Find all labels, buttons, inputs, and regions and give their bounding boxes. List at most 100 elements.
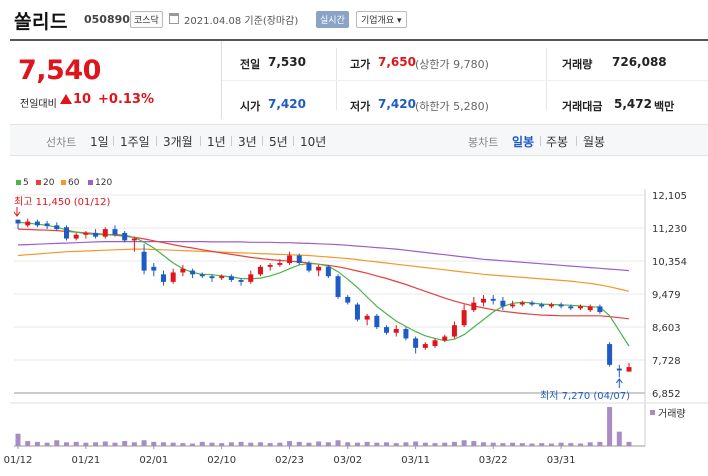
volume-bar xyxy=(73,441,79,446)
amount-label: 거래대금 xyxy=(562,100,603,113)
legend-ma120-label: 120 xyxy=(95,178,113,188)
volume-bar xyxy=(616,431,622,446)
company-info-label: 기업개요 xyxy=(361,16,395,26)
volume-bar xyxy=(267,443,273,446)
y-tick-label: 10,354 xyxy=(652,257,687,268)
tab-5year[interactable]: 5년 xyxy=(269,135,288,149)
candle-body xyxy=(519,302,525,305)
stat-row-divider xyxy=(222,80,708,81)
chevron-down-icon: ▾ xyxy=(397,16,402,26)
x-tick-label: 02/23 xyxy=(275,455,304,466)
upper-limit: (상한가 9,780) xyxy=(415,58,489,71)
tab-weekly[interactable]: 주봉 xyxy=(546,135,569,149)
volume-bar xyxy=(374,442,380,446)
tab-separator xyxy=(576,136,577,146)
tab-monthly[interactable]: 월봉 xyxy=(583,135,606,149)
candle-body xyxy=(228,276,234,280)
candle-body xyxy=(442,336,448,341)
tab-1week[interactable]: 1주일 xyxy=(120,135,150,149)
volume-bar xyxy=(306,442,312,446)
volume-bar xyxy=(422,442,428,446)
tab-1year[interactable]: 1년 xyxy=(207,135,226,149)
volume-bar xyxy=(325,442,331,446)
y-tick-label: 8,603 xyxy=(652,323,681,334)
min-annotation: 최저 7,270 (04/07) xyxy=(540,390,630,402)
company-info-dropdown[interactable]: 기업개요 ▾ xyxy=(356,11,407,28)
candle-chart-label: 봉차트 xyxy=(468,136,499,149)
volume-bar xyxy=(461,440,467,446)
candle-body xyxy=(15,219,21,224)
volume-bar xyxy=(607,407,613,446)
volume-value: 726,088 xyxy=(612,55,667,69)
low-value: 7,420 xyxy=(378,97,416,111)
volume-bar xyxy=(83,442,89,446)
candle-body xyxy=(413,338,419,348)
volume-bar xyxy=(539,443,545,446)
tab-3month[interactable]: 3개월 xyxy=(163,135,193,149)
high-value: 7,650 xyxy=(378,55,416,69)
volume-bar xyxy=(180,443,186,446)
candle-body xyxy=(170,272,176,282)
lower-limit: (하한가 5,280) xyxy=(415,100,489,113)
y-tick-label: 9,479 xyxy=(652,290,681,301)
date-basis: 2021.04.08 기준(장마감) xyxy=(184,16,299,27)
candle-body xyxy=(93,232,99,237)
candle-body xyxy=(238,279,244,282)
header-divider xyxy=(10,39,708,41)
candle-body xyxy=(54,225,60,230)
volume-bar xyxy=(277,442,283,446)
volume-bar xyxy=(170,442,176,446)
y-tick-label: 7,728 xyxy=(652,356,681,367)
candle-body xyxy=(490,298,496,301)
candle-body xyxy=(597,306,603,313)
candle-body xyxy=(180,268,186,273)
volume-bar xyxy=(335,440,341,446)
candle-body xyxy=(306,263,312,271)
legend-ma5-label: 5 xyxy=(23,178,29,188)
volume-bar xyxy=(384,442,390,446)
min-arrow-head xyxy=(615,378,623,384)
candle-body xyxy=(626,367,632,372)
chart-period-tabs: 선차트 1일 1주일 3개월 1년 3년 5년 10년 봉차트 일봉 주봉 월봉 xyxy=(10,124,708,156)
tab-10year[interactable]: 10년 xyxy=(300,135,327,149)
line-chart-label: 선차트 xyxy=(46,136,77,149)
volume-bar xyxy=(63,442,69,446)
volume-bar xyxy=(510,442,516,446)
tab-3year[interactable]: 3년 xyxy=(238,135,257,149)
volume-bar xyxy=(587,442,593,446)
volume-bar xyxy=(364,441,370,446)
tab-daily[interactable]: 일봉 xyxy=(512,135,535,149)
candle-body xyxy=(325,266,331,277)
volume-bar xyxy=(413,441,419,446)
volume-label: 거래량 xyxy=(658,408,686,420)
volume-bar xyxy=(451,441,457,446)
volume-bar xyxy=(490,442,496,446)
tab-separator xyxy=(231,136,232,146)
candle-body xyxy=(510,304,516,307)
candle-body xyxy=(384,327,390,333)
realtime-button[interactable]: 실시간 xyxy=(316,11,349,28)
change-percent: +0.13% xyxy=(98,92,154,107)
candle-body xyxy=(364,315,370,320)
stock-code: 050890 xyxy=(84,13,130,26)
candle-body xyxy=(539,304,545,307)
volume-bar xyxy=(219,443,225,446)
tab-separator xyxy=(200,136,201,146)
candle-body xyxy=(481,298,487,303)
candle-body xyxy=(73,234,79,239)
ma5-line xyxy=(17,221,630,347)
volume-bar xyxy=(44,442,50,446)
volume-bar xyxy=(548,443,554,446)
volume-bar xyxy=(93,442,99,446)
max-arrow-head xyxy=(13,211,21,217)
candle-body xyxy=(471,302,477,311)
legend-ma60: 60 xyxy=(61,178,79,188)
volume-bar xyxy=(471,441,477,446)
tab-1day[interactable]: 1일 xyxy=(90,135,109,149)
stock-name: 쏠리드 xyxy=(14,11,68,33)
tab-separator xyxy=(293,136,294,146)
volume-bar xyxy=(558,442,564,446)
candle-body xyxy=(548,304,554,307)
candle-body xyxy=(248,274,254,282)
